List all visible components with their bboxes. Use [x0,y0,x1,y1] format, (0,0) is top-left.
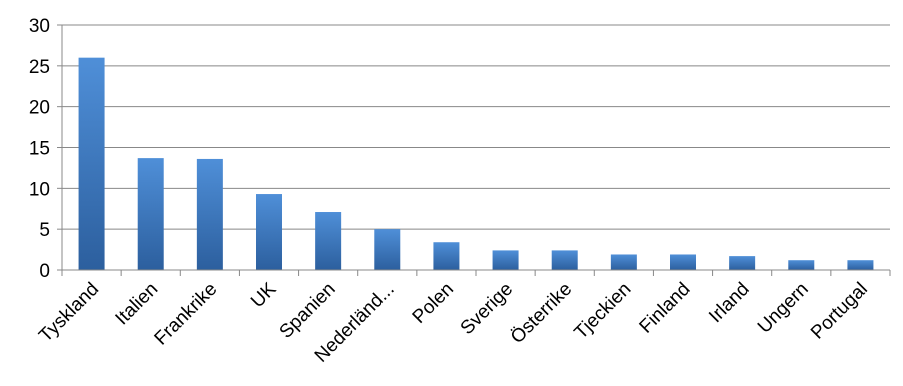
y-tick-label: 25 [29,57,50,78]
y-tick-label: 30 [29,16,50,37]
bar [492,250,519,270]
x-tick-label: Irland [705,279,753,327]
y-tick-labels: 0 5 10 15 20 25 30 [29,16,50,282]
bar [315,212,342,270]
bar [433,242,460,270]
x-tick-label: Italien [112,279,163,330]
bar [788,260,815,270]
gridlines [62,24,890,230]
bar [374,229,401,270]
x-tick-label: Tjeckien [571,279,636,344]
bars [78,57,874,270]
bar [78,57,105,270]
axes [57,24,891,276]
bar [670,254,696,270]
y-tick-label: 0 [39,261,50,282]
x-tick-label: Finland [636,279,695,338]
bar [256,194,282,270]
x-tick-label: UK [247,278,281,312]
bar [847,260,874,270]
y-tick-label: 10 [29,179,50,200]
x-tick-label: Frankrike [151,279,222,350]
x-tick-label: Ungern [754,279,813,338]
y-tick-label: 15 [29,139,50,160]
x-tick-label: Polen [409,279,458,328]
x-tick-label: Österrike [507,279,576,348]
bar [729,256,756,270]
bar [196,158,223,270]
bar [551,250,578,270]
bar [137,158,164,270]
bar [610,254,637,270]
y-tick-label: 5 [39,220,50,241]
x-tick-label: Tyskland [35,279,103,347]
y-tick-label: 20 [29,98,50,119]
x-tick-label: Portugal [807,279,872,344]
x-tick-label: Sverige [457,279,517,339]
